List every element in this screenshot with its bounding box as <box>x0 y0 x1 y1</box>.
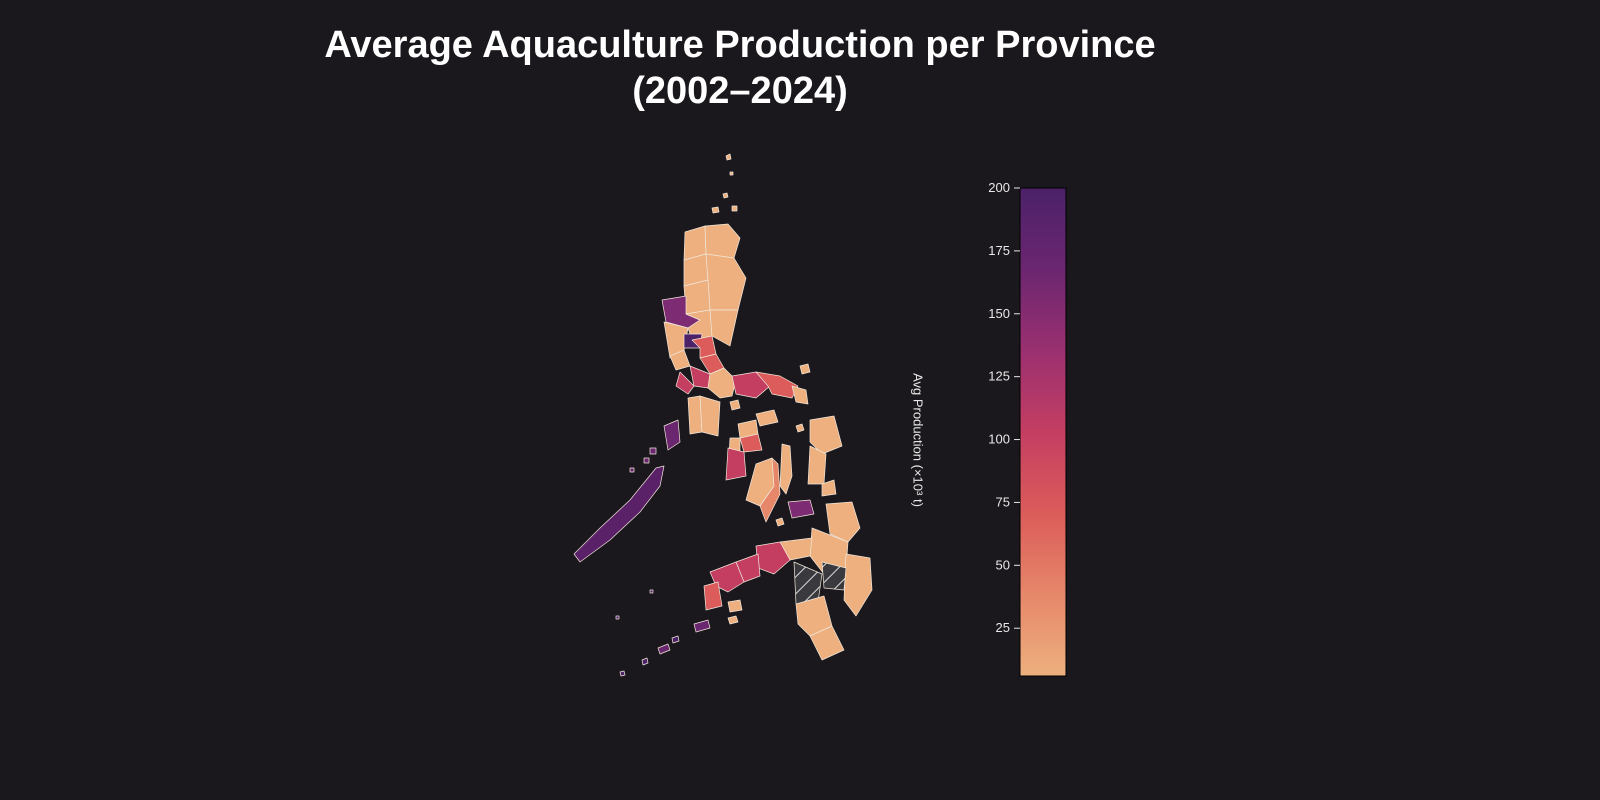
province-abra <box>683 279 711 315</box>
province-camarines <box>731 371 771 399</box>
province-tawi-tawi <box>657 643 671 655</box>
islet-north-1 <box>729 171 734 176</box>
province-palawan-north <box>663 419 681 451</box>
islet-north-2 <box>722 192 729 199</box>
colorbar-tick-label: 175 <box>988 243 1010 258</box>
islet-palawan-2 <box>643 457 650 464</box>
islet-west-2 <box>615 615 620 620</box>
province-cebu <box>779 443 793 495</box>
province-sulu <box>693 619 711 633</box>
colorbar-label: Avg Production (×10³ t) <box>910 373 926 507</box>
province-albay <box>755 371 799 399</box>
islet-north-3 <box>711 206 720 214</box>
colorbar-tick-label: 25 <box>996 620 1010 635</box>
province-cagayan <box>704 223 741 259</box>
islet-palawan-3 <box>629 467 635 473</box>
province-sorsogon <box>791 385 809 405</box>
province-quezon <box>707 367 737 399</box>
islet-palawan-1 <box>649 447 657 455</box>
colorbar-tick-label: 150 <box>988 306 1010 321</box>
province-oriental-mindoro <box>699 395 721 437</box>
colorbar-tick-label: 125 <box>988 369 1010 384</box>
colorbar-tick-label: 50 <box>996 557 1010 572</box>
province-samar <box>809 415 843 455</box>
province-southern-leyte <box>821 479 837 497</box>
province-palawan <box>573 465 665 563</box>
province-occidental-mindoro <box>687 395 703 435</box>
islet-sulu-3 <box>641 657 649 666</box>
colorbar-ticks: 25 50 75 100 125 150 175 200 <box>988 180 1020 635</box>
islet-sulu-4 <box>619 670 626 677</box>
province-sarangani <box>809 625 845 661</box>
title-line-1: Average Aquaculture Production per Provi… <box>324 24 1156 66</box>
province-isabela <box>705 253 747 311</box>
islet-west-1 <box>649 589 654 594</box>
colorbar: 25 50 75 100 125 150 175 200 <box>988 180 1067 677</box>
philippines-choropleth-map <box>573 153 873 677</box>
province-negros-oriental <box>759 457 781 523</box>
province-catanduanes <box>799 363 811 375</box>
province-biliran <box>795 423 805 433</box>
chart-title: Average Aquaculture Production per Provi… <box>0 22 1480 114</box>
province-bohol <box>787 499 815 519</box>
province-basilan <box>727 599 743 613</box>
colorbar-gradient <box>1019 187 1067 677</box>
province-batangas <box>675 371 695 395</box>
province-marinduque <box>729 399 741 411</box>
province-capiz <box>739 433 763 453</box>
colorbar-tick-label: 100 <box>988 432 1010 447</box>
province-surigao <box>825 501 861 543</box>
province-davao <box>821 561 847 591</box>
province-siquijor <box>775 517 785 527</box>
province-zamboanga-peninsula <box>703 581 723 611</box>
islet-sulu-1 <box>727 615 739 625</box>
islet-sulu-2 <box>671 635 680 644</box>
colorbar-tick-label: 75 <box>996 494 1010 509</box>
province-iloilo <box>725 447 747 481</box>
islet-north-4 <box>731 205 738 212</box>
colorbar-tick-label: 200 <box>988 180 1010 195</box>
province-aurora <box>709 309 739 347</box>
title-line-2: (2002–2024) <box>632 70 848 112</box>
province-masbate <box>755 409 779 427</box>
province-davao-oriental <box>843 553 873 617</box>
province-batanes <box>725 153 732 161</box>
